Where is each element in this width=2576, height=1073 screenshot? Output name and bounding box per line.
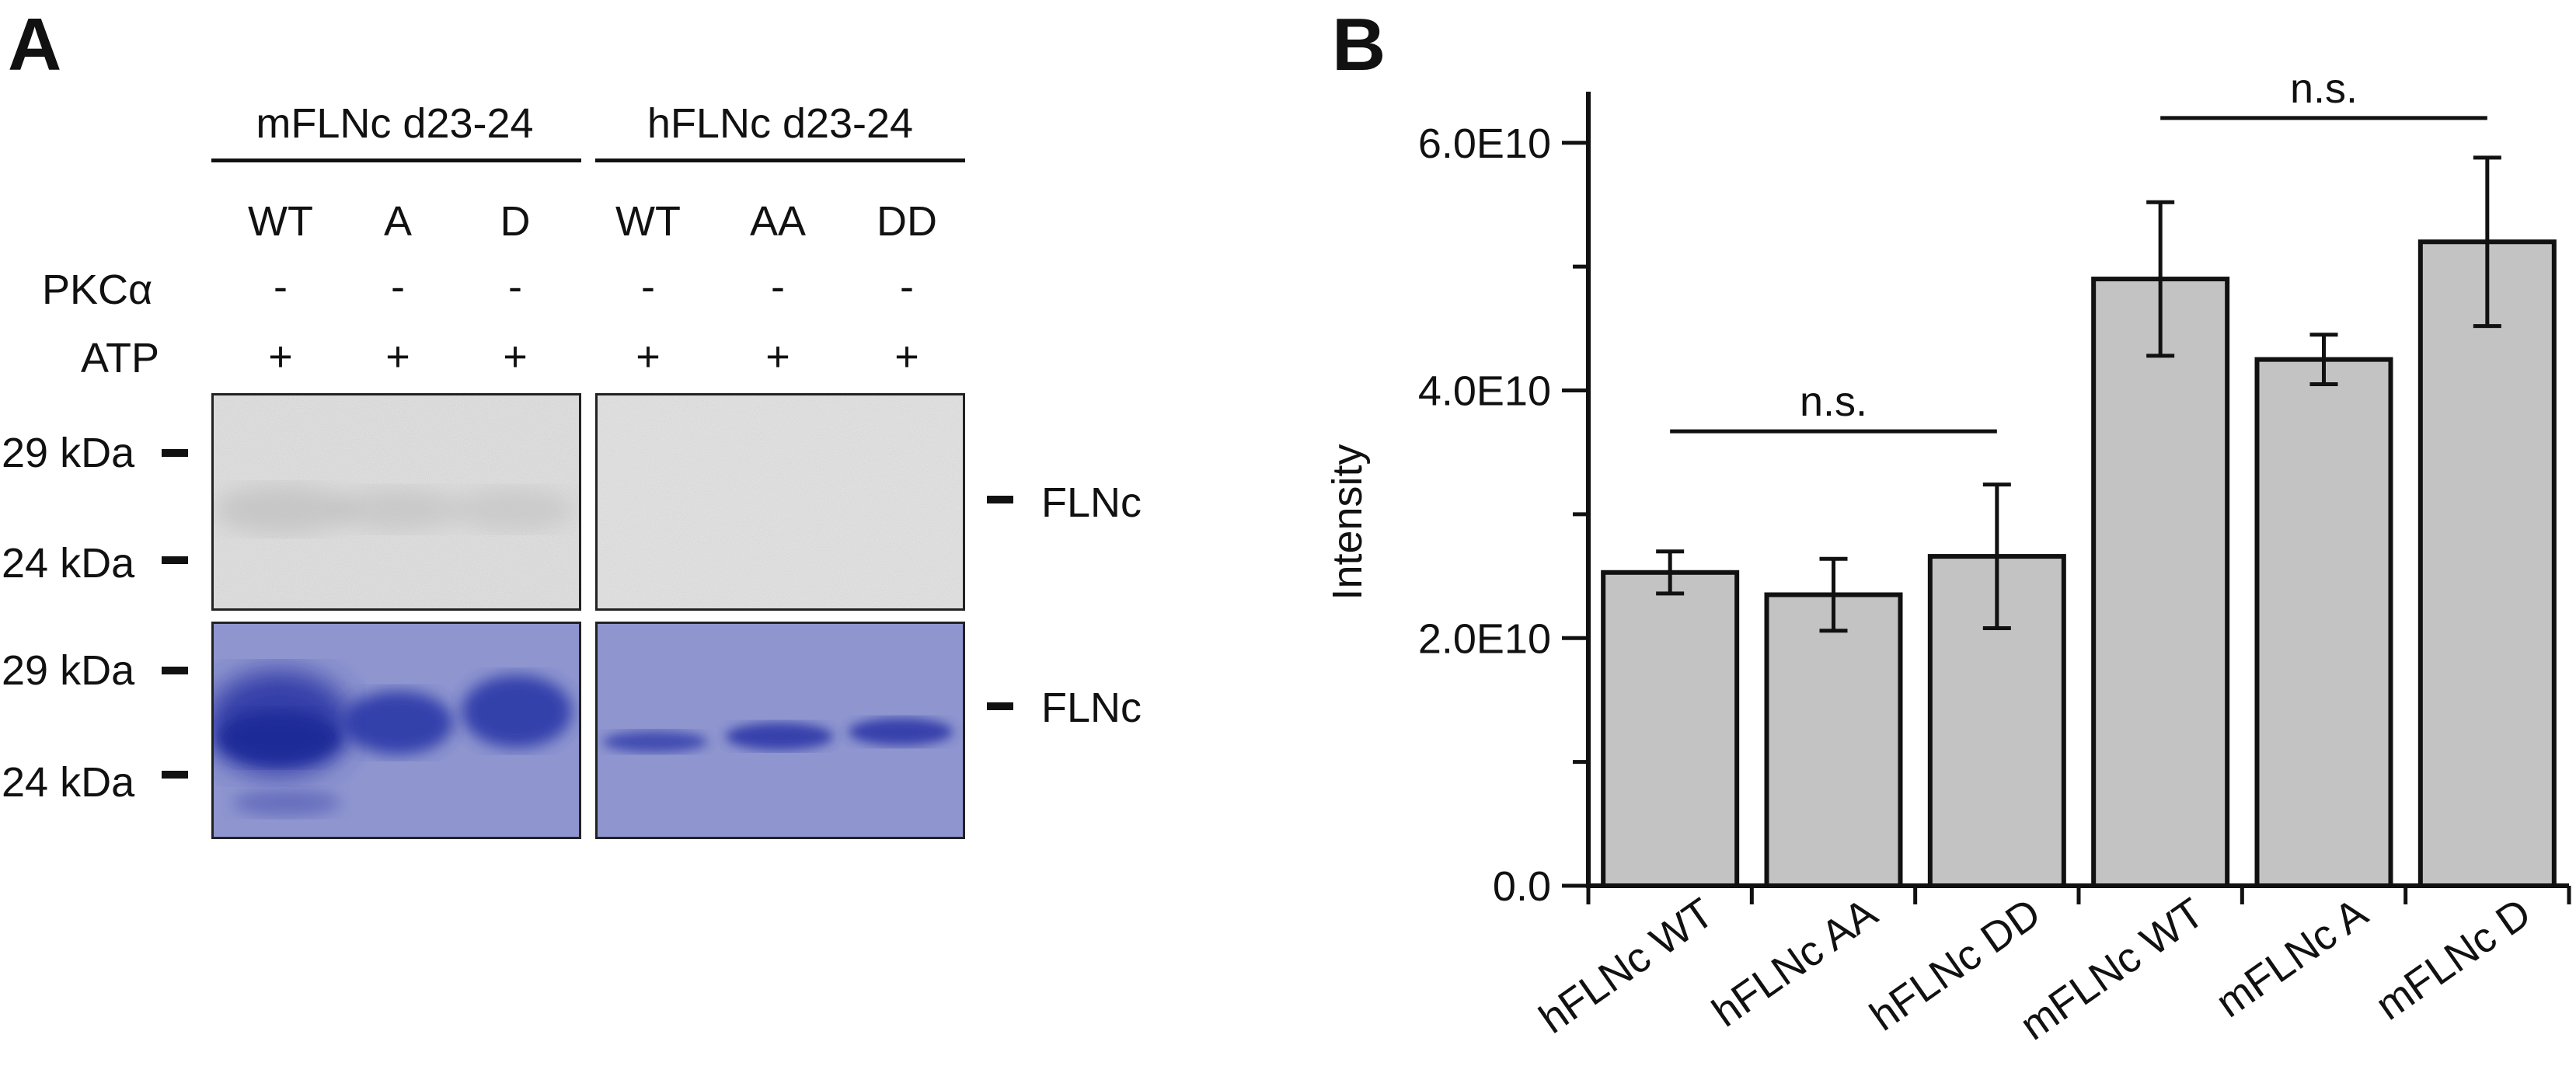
bar xyxy=(1764,592,1903,888)
significance-label: n.s. xyxy=(1800,378,1867,425)
band-label-flnc-top: FLNc xyxy=(1041,479,1142,526)
group-label-hflnc: hFLNc d23-24 xyxy=(647,100,914,147)
bar xyxy=(2417,239,2557,888)
pkc-sign: - xyxy=(274,263,288,310)
bar xyxy=(1601,570,1740,888)
atp-sign: + xyxy=(268,333,293,380)
x-tick-label: mFLNc WT xyxy=(2012,890,2212,1050)
pkc-sign: - xyxy=(771,263,785,310)
x-tick-label: hFLNc WT xyxy=(1531,890,1722,1043)
x-tick-label: hFLNc AA xyxy=(1704,890,1886,1036)
pkc-sign: - xyxy=(508,263,522,310)
band-tick xyxy=(987,702,1013,710)
atp-sign: + xyxy=(894,333,919,380)
panel-a-letter: A xyxy=(8,3,62,86)
mw-marker-label: 29 kDa xyxy=(2,647,135,694)
lane-label: D xyxy=(500,198,531,245)
mw-marker-tick xyxy=(162,556,188,564)
atp-sign: + xyxy=(503,333,528,380)
panel-b-letter: B xyxy=(1332,3,1386,86)
mw-marker-tick xyxy=(162,449,188,457)
y-tick-label: 4.0E10 xyxy=(1418,368,1551,415)
x-tick-label: mFLNc A xyxy=(2208,890,2376,1027)
pkc-sign: - xyxy=(641,263,655,310)
mw-marker-tick xyxy=(162,667,188,674)
mw-marker-label: 29 kDa xyxy=(2,430,135,476)
pkc-sign: - xyxy=(391,263,405,310)
mw-marker-tick xyxy=(162,771,188,779)
band-tick xyxy=(987,496,1013,503)
coomassie-blot-mflnc xyxy=(211,622,581,839)
y-tick-label: 6.0E10 xyxy=(1418,120,1551,167)
lane-label: WT xyxy=(248,198,313,245)
autoradiograph-blot-mflnc xyxy=(211,393,581,611)
autoradiograph-blot-hflnc xyxy=(595,393,965,611)
row-label-pkc: PKCα xyxy=(42,267,153,313)
lane-label: DD xyxy=(877,198,937,245)
x-tick-label: mFLNc D xyxy=(2368,890,2539,1029)
pkc-sign: - xyxy=(900,263,914,310)
band-label-flnc-bottom: FLNc xyxy=(1041,685,1142,731)
bar xyxy=(2091,277,2230,888)
atp-sign: + xyxy=(636,333,661,380)
y-tick-label: 0.0 xyxy=(1493,863,1551,910)
bar xyxy=(2254,357,2393,888)
lane-label: A xyxy=(383,198,413,245)
mw-marker-label: 24 kDa xyxy=(2,759,135,806)
row-label-atp: ATP xyxy=(81,335,160,381)
y-axis-label: Intensity xyxy=(1324,444,1371,600)
mw-marker-label: 24 kDa xyxy=(2,540,135,587)
atp-sign: + xyxy=(385,333,410,380)
group-underline-mflnc xyxy=(211,159,581,162)
coomassie-blot-hflnc xyxy=(595,622,965,839)
lane-label: AA xyxy=(749,198,807,245)
significance-label: n.s. xyxy=(2290,65,2358,112)
y-tick-label: 2.0E10 xyxy=(1418,615,1551,662)
group-underline-hflnc xyxy=(595,159,965,162)
group-label-mflnc: mFLNc d23-24 xyxy=(256,100,534,147)
lane-label: WT xyxy=(615,198,681,245)
atp-sign: + xyxy=(765,333,790,380)
